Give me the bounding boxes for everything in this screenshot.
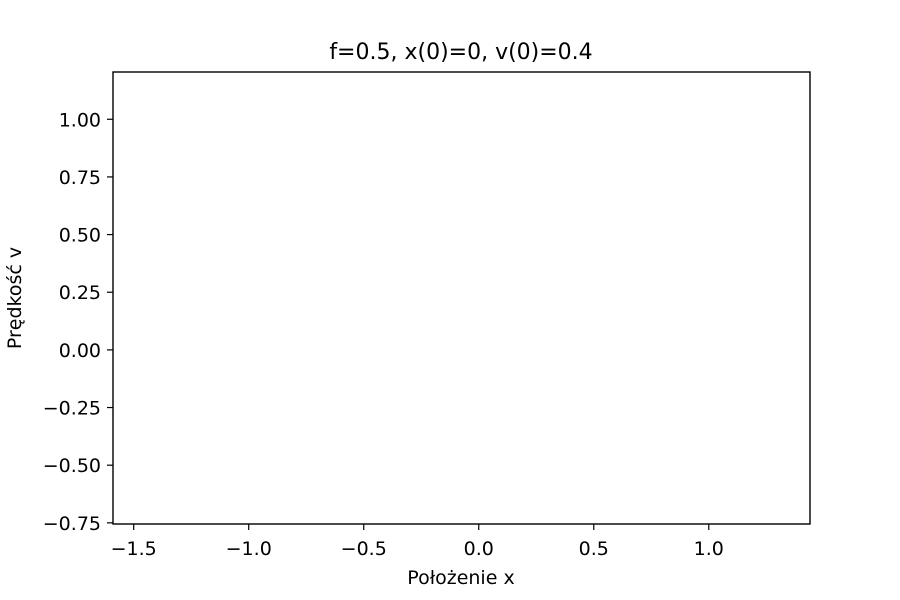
x-tick-label: 0.0	[464, 538, 494, 560]
y-tick-label: −0.25	[43, 398, 101, 420]
y-axis: −0.75 −0.50 −0.25 0.00 0.25 0.50 0.75 1.00	[43, 109, 113, 535]
x-tick-label: −1.0	[226, 538, 272, 560]
y-tick-label: 0.75	[59, 167, 101, 189]
plot-area	[112, 71, 811, 525]
y-tick-label: 0.00	[59, 340, 101, 362]
x-axis: −1.5 −1.0 −0.5 0.0 0.5 1.0	[111, 524, 724, 560]
y-tick-label: −0.50	[43, 455, 101, 477]
y-tick-label: −0.75	[43, 513, 101, 535]
x-axis-label: Położenie x	[407, 567, 514, 589]
y-axis-label: Prędkość v	[4, 247, 26, 349]
x-tick-label: 0.5	[579, 538, 609, 560]
y-tick-label: 1.00	[59, 109, 101, 131]
y-tick-label: 0.25	[59, 282, 101, 304]
x-tick-label: −1.5	[111, 538, 157, 560]
y-tick-label: 0.50	[59, 225, 101, 247]
x-tick-label: −0.5	[341, 538, 387, 560]
chart-title: f=0.5, x(0)=0, v(0)=0.4	[329, 40, 592, 65]
x-tick-label: 1.0	[694, 538, 724, 560]
